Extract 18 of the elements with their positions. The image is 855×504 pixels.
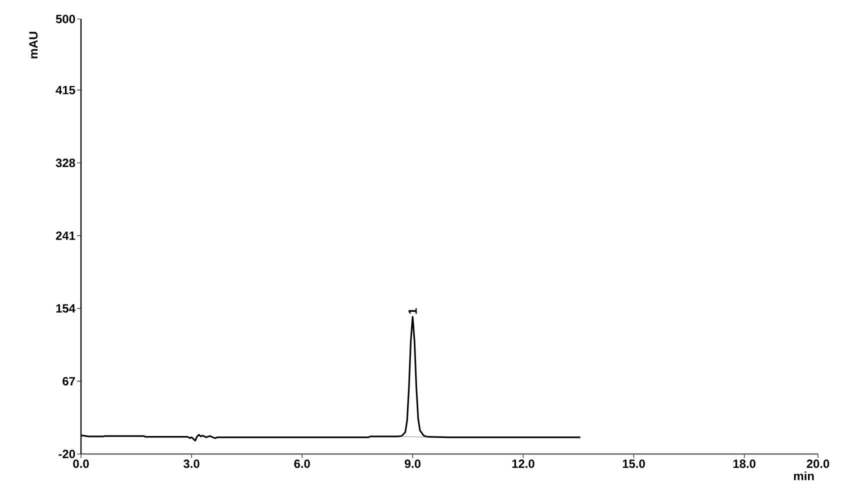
y-tick-label: 67 (62, 376, 75, 386)
y-tick-label: 415 (56, 86, 76, 94)
x-tick-label: 0.0 (73, 460, 89, 468)
y-tick-label: 500 (56, 14, 75, 24)
x-tick-label: 9.0 (404, 460, 420, 468)
y-axis-title: mAU (29, 32, 38, 58)
x-tick-label: 6.0 (294, 460, 310, 468)
x-tick-label: 20.0 (806, 460, 830, 468)
y-tick-label: 154 (56, 304, 76, 313)
x-tick-label: 18.0 (733, 460, 756, 468)
x-tick-label: 12.0 (512, 460, 534, 468)
y-tick-label: 241 (56, 231, 76, 240)
x-axis-title: min (794, 471, 814, 480)
x-tick-label: 15.0 (622, 460, 645, 468)
x-tick-label: 3.0 (184, 460, 200, 468)
y-tick-label: 328 (56, 158, 76, 168)
y-tick-label: -20 (58, 450, 75, 458)
annotation: 1 (408, 308, 417, 314)
